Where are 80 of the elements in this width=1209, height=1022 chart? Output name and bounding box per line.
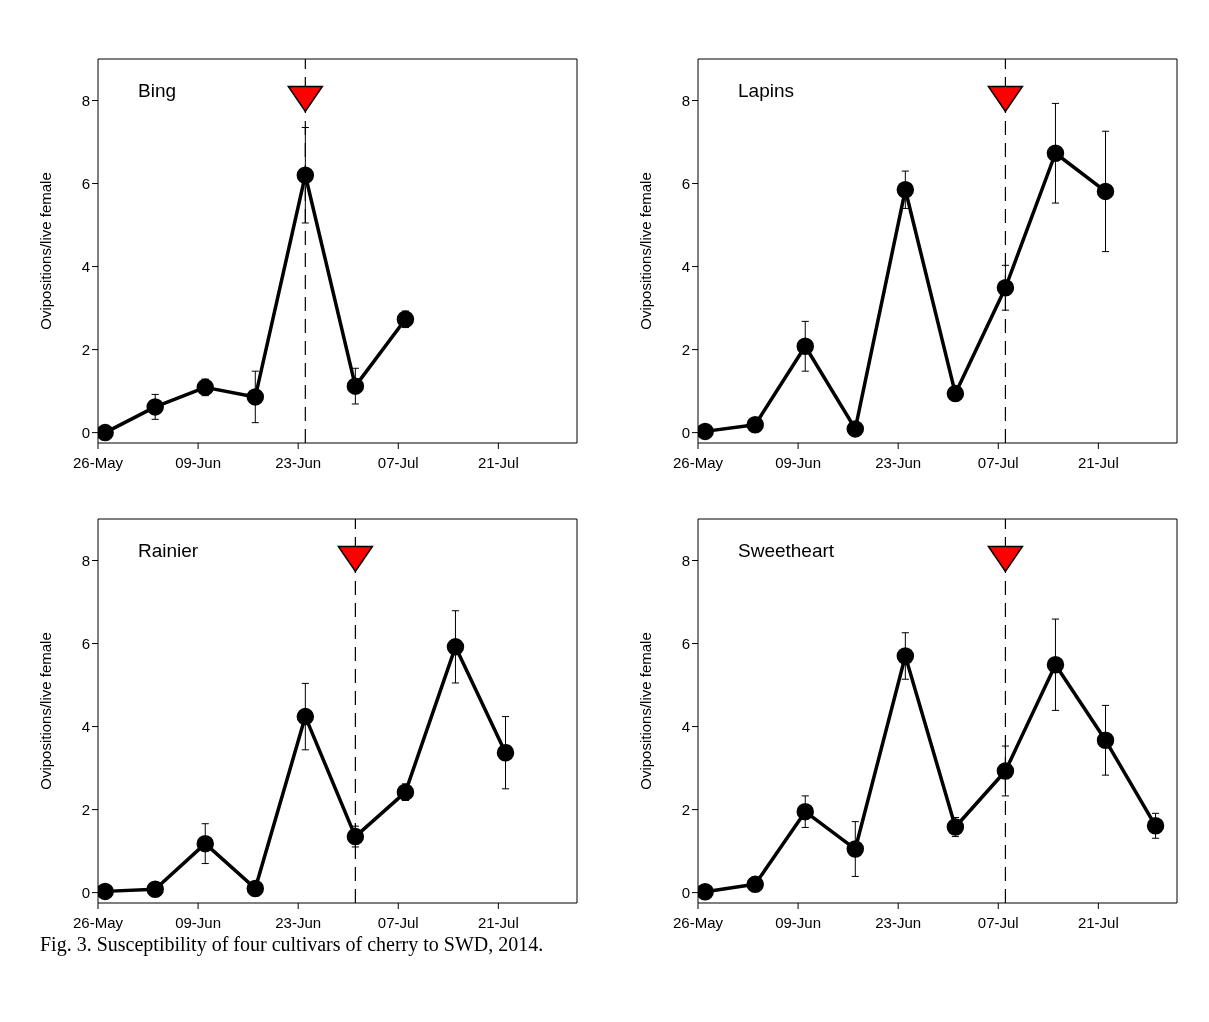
point [196, 378, 214, 397]
y-tick-label: 6 [681, 634, 690, 652]
point [496, 743, 515, 762]
text: Lapins [738, 80, 794, 102]
point [396, 310, 415, 329]
point [296, 707, 315, 726]
y-tick-label: 2 [681, 340, 690, 358]
x-tick-label: 09-Jun [775, 453, 822, 471]
point [246, 388, 265, 406]
point [996, 278, 1015, 297]
y-tick-label: 2 [81, 800, 90, 818]
y-axis-title: Ovipositions/live female [37, 632, 55, 790]
point [346, 827, 365, 846]
y-tick-label: 2 [81, 340, 90, 358]
y-tick-label: 8 [681, 551, 690, 569]
y-tick-label: 0 [81, 883, 90, 901]
text: Rainier [138, 540, 199, 562]
point [846, 420, 865, 438]
y-tick-label: 8 [81, 551, 90, 569]
x-tick-label: 21-Jul [477, 913, 519, 931]
x-tick-label: 23-Jun [275, 453, 322, 471]
x-tick-label: 26-May [72, 453, 124, 471]
y-tick-label: 0 [81, 423, 90, 441]
x-tick-label: 26-May [672, 453, 724, 471]
point [296, 166, 315, 184]
x-tick-label: 07-Jul [977, 453, 1019, 471]
x-tick-label: 07-Jul [977, 913, 1019, 931]
point [146, 398, 164, 416]
y-tick-label: 0 [681, 423, 690, 441]
text: Sweetheart [738, 540, 835, 562]
point [796, 802, 814, 821]
y-tick-label: 4 [681, 257, 690, 275]
point [846, 840, 865, 858]
point [1096, 182, 1115, 201]
point [796, 337, 814, 356]
x-tick-label: 21-Jul [1077, 453, 1119, 471]
y-tick-label: 6 [681, 174, 690, 192]
point [746, 875, 764, 894]
point [446, 638, 465, 656]
point [996, 762, 1015, 780]
point [946, 384, 965, 403]
y-tick-label: 4 [681, 717, 690, 735]
point [946, 818, 965, 836]
x-tick-label: 09-Jun [175, 913, 222, 931]
y-tick-label: 6 [81, 174, 90, 192]
y-tick-label: 8 [81, 91, 90, 109]
x-tick-label: 07-Jul [377, 913, 419, 931]
y-tick-label: 6 [81, 634, 90, 652]
x-tick-label: 21-Jul [477, 453, 519, 471]
x-tick-label: 21-Jul [1077, 913, 1119, 931]
x-tick-label: 26-May [672, 913, 724, 931]
y-axis-title: Ovipositions/live female [637, 632, 655, 790]
point [396, 783, 415, 801]
x-tick-label: 26-May [72, 913, 124, 931]
point [896, 181, 915, 199]
point [196, 834, 214, 853]
point [1146, 817, 1165, 835]
caption: Fig. 3. Susceptibility of four cultivars of cherry to SWD, 2014. [40, 933, 544, 956]
point [246, 879, 265, 898]
y-tick-label: 8 [681, 91, 690, 109]
point [146, 880, 164, 899]
y-axis-title: Ovipositions/live female [37, 172, 55, 330]
point [896, 647, 915, 665]
point [1046, 655, 1065, 674]
point [346, 377, 365, 395]
y-tick-label: 0 [681, 883, 690, 901]
y-axis-title: Ovipositions/live female [637, 172, 655, 330]
x-tick-label: 23-Jun [875, 913, 922, 931]
x-tick-label: 07-Jul [377, 453, 419, 471]
point [1096, 731, 1115, 750]
x-tick-label: 09-Jun [775, 913, 822, 931]
x-tick-label: 23-Jun [275, 913, 322, 931]
text: Bing [138, 80, 177, 102]
x-tick-label: 23-Jun [875, 453, 922, 471]
y-tick-label: 4 [81, 257, 90, 275]
point [1046, 144, 1065, 162]
x-tick-label: 09-Jun [175, 453, 222, 471]
y-tick-label: 2 [681, 800, 690, 818]
y-tick-label: 4 [81, 717, 90, 735]
point [746, 415, 764, 434]
